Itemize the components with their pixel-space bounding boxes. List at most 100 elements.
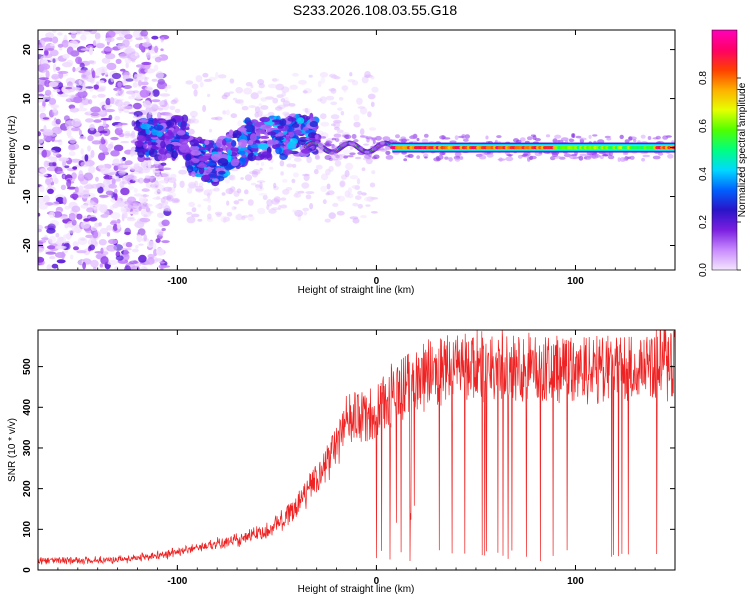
spectrogram-blob — [122, 72, 132, 80]
spectrogram-blob — [99, 263, 104, 268]
spectrogram-blob — [98, 164, 106, 170]
colorbar-ticks: 0.0 0.2 0.4 0.6 0.8 — [698, 71, 741, 277]
spectrogram-blob — [315, 140, 319, 144]
spectrogram-blob — [45, 251, 56, 255]
spectrogram-blob — [336, 210, 345, 216]
spectrogram-blob — [139, 217, 151, 223]
spectrogram-blob — [142, 111, 148, 115]
spectrogram-blob — [353, 121, 361, 128]
spectrogram-blob — [123, 249, 129, 258]
spectrogram-blob — [538, 152, 543, 155]
spectrogram-blob — [275, 136, 284, 141]
spectrogram-blob — [141, 162, 147, 170]
spectrogram-blob — [343, 86, 347, 93]
spectrogram-blob — [62, 174, 66, 179]
spectrogram-blob — [78, 170, 84, 179]
spectrogram-blob — [111, 72, 122, 80]
spectrogram-blob — [132, 248, 139, 253]
spectrogram-blob — [330, 88, 337, 94]
spectrogram-blob — [297, 190, 305, 194]
spectrogram-blob — [67, 40, 79, 49]
spectrogram-blob — [300, 148, 312, 154]
spectrogram-blob — [306, 156, 312, 164]
spectrogram-blob — [106, 225, 113, 231]
spectrogram-blob — [138, 171, 144, 174]
spectrogram-blob — [416, 137, 420, 142]
spectrogram-blob — [207, 197, 212, 203]
spectrogram-blob — [355, 195, 362, 201]
spectrogram-blob — [41, 131, 53, 135]
spectrogram-blob — [92, 230, 99, 239]
spectrogram-blob — [90, 106, 101, 113]
spectrogram-blob — [191, 207, 197, 213]
spectrogram-blob — [133, 102, 142, 110]
spectrogram-blob — [84, 71, 91, 76]
spectrogram-blob — [289, 84, 298, 90]
spectrogram-blob — [324, 143, 333, 147]
spectrogram-blob — [258, 193, 268, 196]
spectrogram-blob — [349, 216, 359, 220]
spectrogram-blob — [156, 81, 168, 90]
spectrogram-blob — [207, 93, 211, 98]
spectrogram-blob — [280, 98, 286, 103]
spectrogram-blob — [164, 99, 168, 105]
spectrogram-blob — [237, 127, 247, 132]
spectrogram-blob — [264, 114, 270, 118]
spectrogram-blob — [68, 212, 76, 221]
spectrogram-blob — [353, 114, 360, 122]
spectrogram-blob — [77, 237, 88, 245]
spectrogram-blob — [105, 37, 115, 43]
spectrogram-blob — [250, 133, 257, 142]
spectrogram-blob — [106, 232, 111, 237]
spectrogram-blob — [71, 172, 77, 180]
spectrogram-blob — [38, 105, 46, 113]
spectrogram-blob — [95, 38, 101, 44]
spectrogram-blob — [266, 199, 273, 207]
spectrogram-blob — [444, 156, 449, 160]
spectrogram-blob — [139, 89, 150, 98]
spectrogram-marks — [38, 30, 675, 270]
spectrogram-blob — [138, 135, 144, 139]
spectrogram-blob — [52, 88, 61, 93]
spectrogram-blob — [138, 243, 144, 246]
snr-x-tick-label: 0 — [374, 576, 380, 587]
spectrogram-blob — [107, 143, 114, 150]
spectrogram-blob — [126, 216, 135, 220]
spectrogram-blob — [367, 152, 372, 158]
spectrogram-blob — [244, 189, 249, 195]
spectrogram-blob — [188, 201, 195, 207]
spectrogram-blob — [332, 158, 338, 161]
spectrogram-blob — [52, 107, 58, 113]
spectrogram-blob — [239, 156, 247, 166]
spectrogram-blob — [82, 261, 86, 270]
spectrogram-blob — [137, 228, 146, 236]
spectrogram-blob — [71, 118, 82, 127]
spectrogram-blob — [52, 30, 57, 33]
spectrogram-blob — [583, 155, 592, 160]
spectrogram-blob — [44, 50, 49, 56]
spectrogram-blob — [241, 215, 246, 221]
spectrogram-blob — [222, 110, 227, 115]
spectrogram-blob — [117, 43, 125, 50]
spectrogram-blob — [379, 140, 385, 145]
spectrogram-blob — [142, 198, 147, 205]
spectrogram-blob — [349, 152, 356, 156]
snr-panel: -100 0 100 0 100 200 300 400 500 Height of stra… — [7, 329, 676, 595]
spectrogram-blob — [320, 185, 328, 193]
spectrogram-blob — [464, 134, 470, 139]
spectrogram-blob — [87, 60, 95, 64]
spectrogram-blob — [230, 147, 239, 152]
spectrogram-blob — [137, 177, 145, 184]
spectrogram-blob — [279, 160, 285, 167]
spectrogram-blob — [297, 117, 305, 124]
spectrogram-blob — [251, 182, 257, 186]
spectrogram-blob — [113, 144, 124, 152]
spectrogram-blob — [76, 250, 87, 254]
spectrogram-blob — [257, 207, 266, 215]
spectrogram-blob — [58, 48, 63, 51]
spectrogram-blob — [629, 155, 635, 160]
snr-y-axis-label: SNR (10 * v/v) — [7, 418, 18, 482]
spectrogram-blob — [292, 209, 298, 213]
spectrogram-blob — [38, 84, 45, 93]
